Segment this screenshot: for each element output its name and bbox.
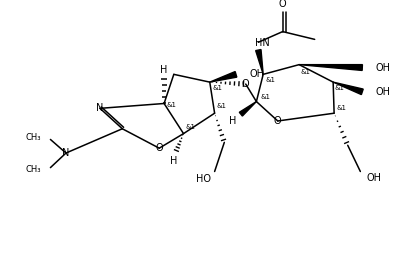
Text: &1: &1 bbox=[301, 69, 311, 75]
Text: OH: OH bbox=[366, 173, 381, 183]
Text: &1: &1 bbox=[212, 85, 222, 91]
Text: &1: &1 bbox=[337, 105, 347, 111]
Text: N: N bbox=[62, 148, 70, 158]
Polygon shape bbox=[239, 102, 256, 116]
Text: CH₃: CH₃ bbox=[25, 133, 41, 142]
Text: &1: &1 bbox=[185, 124, 195, 130]
Text: &1: &1 bbox=[216, 103, 226, 109]
Polygon shape bbox=[299, 65, 362, 70]
Text: CH₃: CH₃ bbox=[25, 165, 41, 174]
Text: HO: HO bbox=[196, 174, 211, 184]
Text: &1: &1 bbox=[167, 103, 177, 108]
Text: H: H bbox=[229, 116, 237, 126]
Text: HN: HN bbox=[255, 38, 270, 48]
Text: &1: &1 bbox=[266, 77, 276, 83]
Text: O: O bbox=[279, 0, 287, 10]
Text: OH: OH bbox=[376, 87, 391, 97]
Polygon shape bbox=[210, 71, 237, 82]
Text: &1: &1 bbox=[260, 94, 270, 100]
Text: OH: OH bbox=[249, 69, 265, 79]
Polygon shape bbox=[256, 50, 263, 74]
Text: OH: OH bbox=[376, 62, 391, 72]
Text: N: N bbox=[96, 103, 104, 113]
Text: &1: &1 bbox=[335, 85, 345, 91]
Text: O: O bbox=[274, 116, 282, 126]
Polygon shape bbox=[333, 82, 363, 95]
Text: O: O bbox=[242, 79, 249, 89]
Text: H: H bbox=[170, 156, 177, 166]
Text: O: O bbox=[156, 143, 163, 153]
Text: H: H bbox=[160, 66, 168, 76]
